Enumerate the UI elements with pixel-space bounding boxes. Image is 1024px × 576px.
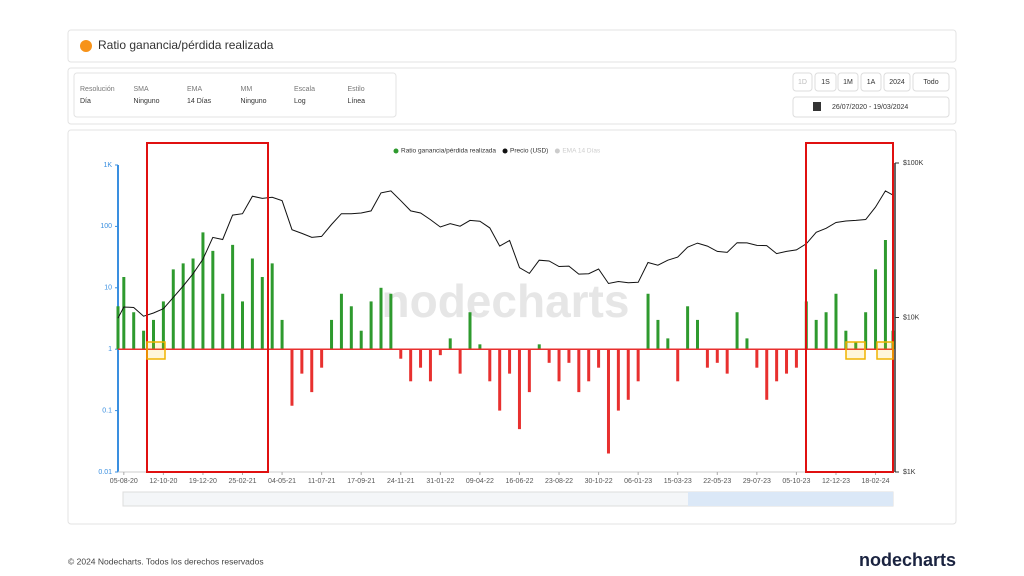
calendar-icon (813, 102, 821, 111)
range-button-label: 1M (843, 79, 853, 86)
y-tick-label: 0.01 (98, 469, 112, 476)
x-tick-label: 25-02-21 (228, 478, 256, 485)
range-button-label: 1S (821, 79, 830, 86)
range-button[interactable] (912, 72, 950, 92)
control-label: Escala (294, 86, 315, 93)
legend-marker[interactable] (502, 148, 508, 154)
control-label: Resolución (80, 86, 115, 93)
header-card (67, 29, 957, 63)
y-tick-label: 10 (104, 285, 112, 292)
marker-box (845, 341, 866, 360)
control-value[interactable]: 14 Días (187, 98, 212, 105)
control-value[interactable]: Ninguno (241, 98, 267, 105)
y-tick-label: 1 (108, 346, 112, 353)
legend-marker[interactable] (554, 148, 560, 154)
x-tick-label: 04-05-21 (268, 478, 296, 485)
x-tick-label: 18-02-24 (862, 478, 890, 485)
control-label: MM (241, 86, 253, 93)
date-range-box[interactable] (792, 96, 950, 118)
marker-box (146, 341, 166, 360)
control-value[interactable]: Log (294, 98, 306, 105)
legend-label[interactable]: EMA 14 Días (562, 148, 601, 155)
y-tick-label: 0.1 (102, 407, 112, 414)
navigator-selection[interactable] (688, 492, 893, 506)
price-line (117, 190, 894, 319)
range-button-label: 2024 (889, 79, 905, 86)
marker-box (876, 341, 894, 360)
copyright: © 2024 Nodecharts. Todos los derechos re… (68, 556, 264, 566)
bitcoin-icon (80, 40, 92, 52)
x-tick-label: 11-07-21 (308, 478, 336, 485)
date-range: 26/07/2020 - 19/03/2024 (832, 104, 908, 111)
y2-tick-label: $1K (903, 469, 916, 476)
range-button[interactable] (860, 72, 882, 92)
x-tick-label: 09-04-22 (466, 478, 494, 485)
range-button-label: Todo (923, 79, 938, 86)
x-tick-label: 24-11-21 (387, 478, 415, 485)
legend-label[interactable]: Precio (USD) (510, 148, 548, 155)
range-button[interactable] (814, 72, 837, 92)
x-tick-label: 12-10-20 (149, 478, 177, 485)
control-value[interactable]: Línea (348, 98, 366, 105)
y-tick-label: 1K (103, 162, 112, 169)
control-label: EMA (187, 86, 203, 93)
x-tick-label: 31-01-22 (426, 478, 454, 485)
legend-label[interactable]: Ratio ganancia/pérdida realizada (401, 148, 496, 155)
highlight-box (805, 142, 894, 473)
control-label: SMA (134, 86, 150, 93)
y-tick-label: 100 (100, 223, 112, 230)
range-button-label: 1A (867, 79, 876, 86)
range-button[interactable] (837, 72, 859, 92)
highlight-box (146, 142, 269, 473)
x-tick-label: 23-08-22 (545, 478, 573, 485)
logo: nodecharts (859, 550, 956, 570)
range-button[interactable] (792, 72, 813, 92)
chart-card (67, 129, 957, 525)
x-tick-label: 22-05-23 (703, 478, 731, 485)
x-tick-label: 29-07-23 (743, 478, 771, 485)
legend-marker[interactable] (393, 148, 399, 154)
x-tick-label: 16-06-22 (505, 478, 533, 485)
watermark: nodecharts (382, 275, 630, 327)
y2-tick-label: $100K (903, 160, 924, 167)
settings-box (73, 72, 397, 118)
control-value[interactable]: Ninguno (134, 98, 160, 105)
x-tick-label: 17-09-21 (347, 478, 375, 485)
page-title: Ratio ganancia/pérdida realizada (98, 38, 274, 52)
control-label: Estilo (348, 86, 365, 93)
x-tick-label: 05-08-20 (110, 478, 138, 485)
y2-tick-label: $10K (903, 314, 920, 321)
x-tick-label: 19-12-20 (189, 478, 217, 485)
range-button-label: 1D (798, 79, 807, 86)
range-button[interactable] (883, 72, 911, 92)
x-tick-label: 05-10-23 (782, 478, 810, 485)
x-tick-label: 12-12-23 (822, 478, 850, 485)
x-tick-label: 06-01-23 (624, 478, 652, 485)
x-tick-label: 30-10-22 (585, 478, 613, 485)
x-tick-label: 15-03-23 (664, 478, 692, 485)
control-value[interactable]: Día (80, 98, 91, 105)
